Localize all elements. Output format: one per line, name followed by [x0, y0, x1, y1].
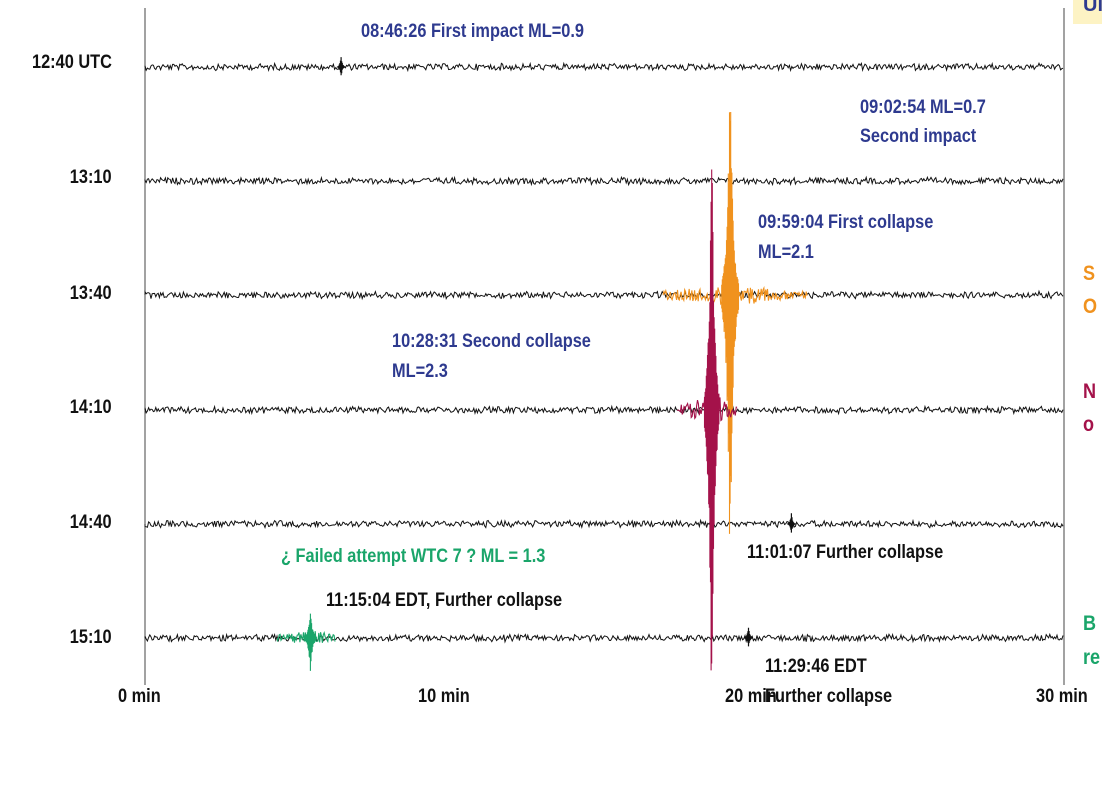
- event-mark-1: [662, 112, 808, 534]
- row-label-1240: 12:40 UTC: [32, 52, 112, 73]
- annotation-second-collapse-ml: ML=2.3: [392, 361, 448, 382]
- side-note-orange-2: O: [1083, 295, 1098, 318]
- event-mark-0: [336, 57, 346, 76]
- event-mark-2: [677, 169, 738, 671]
- x-tick-10: 10 min: [418, 686, 470, 707]
- side-note-crimson-2: o: [1083, 413, 1095, 436]
- event-mark-5: [744, 627, 753, 647]
- x-tick-0: 0 min: [118, 686, 161, 707]
- trace-group: [144, 61, 1064, 644]
- event-mark-4: [276, 613, 336, 671]
- trace-row-4: [144, 518, 1064, 530]
- annotation-first-collapse-time: 09:59:04 First collapse: [758, 212, 934, 233]
- side-note-green-1: B: [1083, 612, 1097, 635]
- annotation-1101-collapse: 11:01:07 Further collapse: [747, 542, 944, 563]
- annotation-second-impact-time: 09:02:54 ML=0.7: [860, 97, 986, 118]
- trace-row-5: [144, 632, 1064, 644]
- annotation-1129-time: 11:29:46 EDT: [765, 656, 867, 677]
- x-tick-30: 30 min: [1036, 686, 1088, 707]
- row-label-1440: 14:40: [70, 512, 112, 533]
- side-note-crimson-1: N: [1083, 380, 1097, 403]
- row-label-1410: 14:10: [70, 397, 112, 418]
- trace-row-2: [144, 289, 1064, 301]
- annotation-second-impact-label: Second impact: [860, 126, 977, 147]
- side-note-green-2: re: [1083, 646, 1101, 669]
- corner-note-text: Ui: [1083, 0, 1102, 16]
- annotation-first-impact: 08:46:26 First impact ML=0.9: [361, 21, 584, 42]
- event-group: [276, 57, 808, 671]
- event-mark-3: [787, 513, 796, 533]
- row-label-1310: 13:10: [70, 167, 112, 188]
- trace-row-3: [144, 404, 1064, 416]
- corner-note-box: Ui: [1073, 0, 1102, 24]
- trace-row-1: [144, 175, 1064, 187]
- annotation-wtc7: ¿ Failed attempt WTC 7 ? ML = 1.3: [281, 546, 546, 567]
- row-label-1510: 15:10: [70, 627, 112, 648]
- annotation-first-collapse-ml: ML=2.1: [758, 242, 814, 263]
- side-note-orange-1: S: [1083, 262, 1096, 285]
- annotation-1115-collapse: 11:15:04 EDT, Further collapse: [326, 590, 563, 611]
- trace-row-0: [144, 61, 1064, 73]
- x-tick-20: 20 min: [725, 686, 777, 707]
- annotation-second-collapse-time: 10:28:31 Second collapse: [392, 331, 591, 352]
- row-label-1340: 13:40: [70, 283, 112, 304]
- annotation-1129-label: Further collapse: [765, 686, 893, 707]
